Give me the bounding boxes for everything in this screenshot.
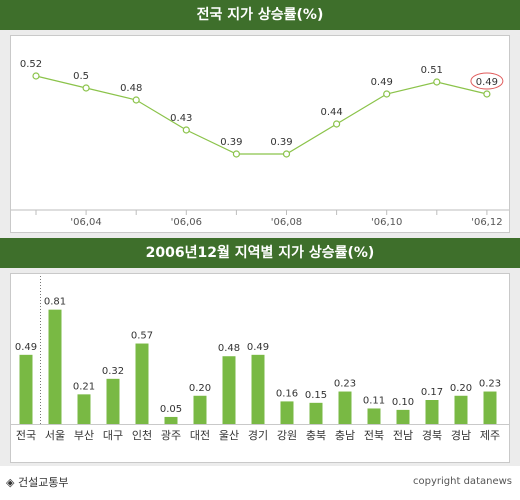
bar xyxy=(338,391,352,424)
bar-value-label: 0.21 xyxy=(73,381,95,392)
bar-value-label: 0.05 xyxy=(160,404,182,415)
data-label: 0.39 xyxy=(220,137,242,148)
bar xyxy=(425,400,439,424)
category-label: 전북 xyxy=(364,429,384,442)
bar-value-label: 0.48 xyxy=(218,343,240,354)
category-label: 대전 xyxy=(190,429,210,442)
category-label: 경북 xyxy=(422,429,442,442)
bar xyxy=(193,395,207,424)
bar-value-label: 0.11 xyxy=(363,395,385,406)
source-label: ◈ 건설교통부 xyxy=(6,476,69,489)
bar-value-label: 0.23 xyxy=(334,379,356,390)
data-label: 0.49 xyxy=(476,77,498,88)
bar xyxy=(135,343,149,424)
bar xyxy=(48,309,62,424)
category-label: 경기 xyxy=(248,429,268,442)
bar-chart-title: 2006년12월 지역별 지가 상승률(%) xyxy=(0,238,520,268)
data-point xyxy=(82,84,90,92)
bar-value-label: 0.57 xyxy=(131,331,153,342)
category-label: 대구 xyxy=(103,429,123,442)
data-label: 0.51 xyxy=(421,65,443,76)
x-tick-label: '06,04 xyxy=(70,217,101,228)
bar-chart: 0.49 전국 0.81 서울 0.21 부산 0.32 대구 0.57 인천 0.05 광주 0.20… xyxy=(11,276,509,442)
line-chart: '06,04 '06,06 '06,08 '06,10 '06,12 0.52 0.5 0.4… xyxy=(11,59,509,228)
bar-chart-card: 0.49 전국 0.81 서울 0.21 부산 0.32 대구 0.57 인천 0.05 광주 0.20… xyxy=(10,273,510,463)
data-label: 0.44 xyxy=(320,107,342,118)
data-point xyxy=(483,90,491,98)
line-chart-title: 전국 지가 상승률(%) xyxy=(0,0,520,30)
data-label: 0.5 xyxy=(73,71,89,82)
bar-value-label: 0.81 xyxy=(44,297,66,308)
bar-value-label: 0.15 xyxy=(305,390,327,401)
bar xyxy=(77,394,91,424)
bar xyxy=(164,416,178,424)
bar-value-label: 0.10 xyxy=(392,397,414,408)
data-point xyxy=(232,150,240,158)
copyright-label: copyright datanews xyxy=(413,476,512,487)
data-point xyxy=(132,96,140,104)
x-tick-label: '06,08 xyxy=(271,217,302,228)
data-label: 0.49 xyxy=(371,77,393,88)
bar-value-label: 0.16 xyxy=(276,388,298,399)
bar-value-label: 0.49 xyxy=(247,342,269,353)
bar-value-label: 0.17 xyxy=(421,387,443,398)
bar xyxy=(454,395,468,424)
category-label: 강원 xyxy=(277,429,297,442)
bar-value-label: 0.32 xyxy=(102,366,124,377)
bar-value-label: 0.20 xyxy=(450,383,472,394)
bar xyxy=(222,356,236,424)
category-label: 전남 xyxy=(393,429,413,442)
bar xyxy=(19,354,33,424)
category-label: 경남 xyxy=(451,429,471,442)
data-label: 0.48 xyxy=(120,83,142,94)
highlight-ring xyxy=(470,72,504,90)
bar xyxy=(309,402,323,424)
data-label: 0.39 xyxy=(270,137,292,148)
bar-value-label: 0.20 xyxy=(189,383,211,394)
category-label: 전국 xyxy=(16,429,36,442)
bar xyxy=(367,408,381,424)
data-point xyxy=(433,78,441,86)
bar-value-label: 0.23 xyxy=(479,379,501,390)
category-label: 제주 xyxy=(480,429,500,442)
data-label: 0.52 xyxy=(20,59,42,70)
category-label: 충북 xyxy=(306,429,326,442)
bar xyxy=(396,409,410,424)
data-point xyxy=(282,150,291,158)
x-tick-label: '06,12 xyxy=(471,217,502,228)
category-label: 충남 xyxy=(335,429,355,442)
x-tick-label: '06,06 xyxy=(171,217,202,228)
data-point xyxy=(32,72,40,80)
category-label: 광주 xyxy=(161,429,181,442)
category-label: 부산 xyxy=(74,429,94,442)
data-point xyxy=(182,126,190,134)
bar xyxy=(483,391,497,424)
category-label: 울산 xyxy=(219,429,239,442)
category-label: 인천 xyxy=(132,428,152,442)
bar xyxy=(280,401,294,424)
data-label: 0.43 xyxy=(170,113,192,124)
bar xyxy=(106,378,120,424)
bar xyxy=(251,354,265,424)
line-chart-card: '06,04 '06,06 '06,08 '06,10 '06,12 0.52 0.5 0.4… xyxy=(10,35,510,233)
category-label: 서울 xyxy=(45,429,65,442)
series-line xyxy=(35,75,488,155)
data-point xyxy=(333,120,341,128)
data-point xyxy=(383,90,391,98)
bar-value-label: 0.49 xyxy=(15,342,37,353)
x-tick-label: '06,10 xyxy=(371,217,402,228)
